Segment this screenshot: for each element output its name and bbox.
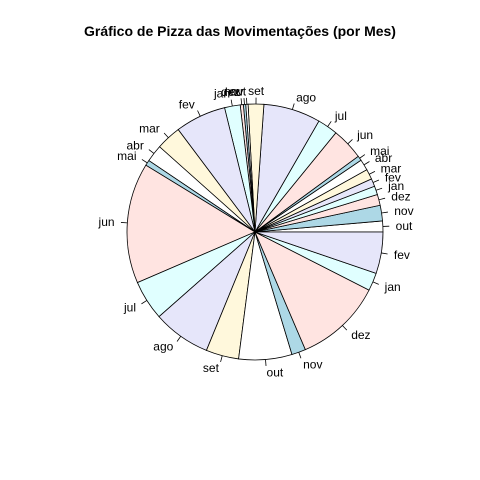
pie-label-jan-27: jan: [384, 280, 401, 294]
pie-tick-5: [369, 170, 376, 175]
pie-label-jan-3: jan: [387, 179, 404, 193]
pie-label-jun-20: jun: [98, 215, 115, 229]
pie-tick-9: [327, 121, 332, 127]
pie-label-ago-10: ago: [296, 90, 316, 104]
pie-label-out-0: out: [396, 219, 413, 233]
pie-label-set-23: set: [203, 361, 220, 375]
pie-tick-1: [381, 211, 388, 214]
pie-label-jul-9: jul: [334, 109, 347, 123]
pie-tick-28: [381, 252, 388, 255]
pie-slice-jun-20: [126, 164, 256, 284]
pie-label-dez-2: dez: [391, 190, 410, 204]
pie-label-set-11: set: [248, 84, 265, 98]
pie-label-jun-8: jun: [356, 128, 373, 142]
pie-label-ago-22: ago: [153, 340, 173, 354]
pie-label-jul-21: jul: [123, 300, 136, 314]
pie-label-jan-15: jan: [213, 86, 230, 100]
pie-tick-10: [291, 103, 295, 110]
pie-tick-4: [372, 179, 380, 183]
pie-tick-2: [378, 197, 386, 201]
pie-label-nov-13: nov: [224, 85, 243, 99]
pie-label-nov-1: nov: [394, 204, 413, 218]
pie-slice-fev-28: [254, 231, 384, 274]
pie-tick-18: [148, 149, 155, 154]
pie-tick-16: [197, 110, 201, 117]
pie-tick-14: [240, 98, 243, 105]
pie-label-fev-28: fev: [394, 248, 410, 262]
pie-slices: [126, 103, 384, 361]
pie-label-dez-14: dez: [221, 85, 240, 99]
chart-title: Gráfico de Pizza das Movimentações (por …: [84, 23, 396, 39]
pie-label-nov-25: nov: [303, 357, 322, 371]
pie-tick-8: [347, 139, 353, 145]
pie-label-out-24: out: [267, 365, 284, 379]
pie-tick-7: [359, 154, 366, 159]
pie-label-out-12: out: [229, 84, 246, 98]
pie-label-mar-17: mar: [139, 121, 160, 135]
pie-tick-21: [141, 300, 148, 305]
pie-tick-17: [163, 132, 169, 138]
pie-label-abr-6: abr: [375, 151, 392, 165]
pie-tick-24: [265, 359, 267, 366]
pie-tick-13: [243, 98, 245, 105]
pie-label-mai-7: mai: [370, 144, 389, 158]
pie-tick-22: [176, 336, 182, 342]
pie-label-mai-19: mai: [117, 149, 136, 163]
pie-tick-27: [372, 281, 379, 285]
pie-label-fev-4: fev: [385, 171, 401, 185]
pie-slice-dez-26: [254, 231, 370, 351]
pie-tick-26: [342, 325, 348, 331]
pie-tick-19: [141, 159, 148, 164]
pie-label-mar-5: mar: [381, 161, 402, 175]
pie-label-abr-18: abr: [126, 139, 143, 153]
pie-tick-25: [298, 352, 302, 359]
pie-label-dez-26: dez: [351, 328, 370, 342]
pie-tick-6: [363, 161, 370, 166]
pie-labels: outnovdezjanfevmarabrmaijunjulagosetoutn…: [98, 84, 414, 379]
pie-tick-15: [230, 99, 233, 107]
pie-label-fev-16: fev: [179, 98, 195, 112]
pie-tick-3: [375, 187, 383, 191]
pie-tick-23: [220, 355, 223, 363]
